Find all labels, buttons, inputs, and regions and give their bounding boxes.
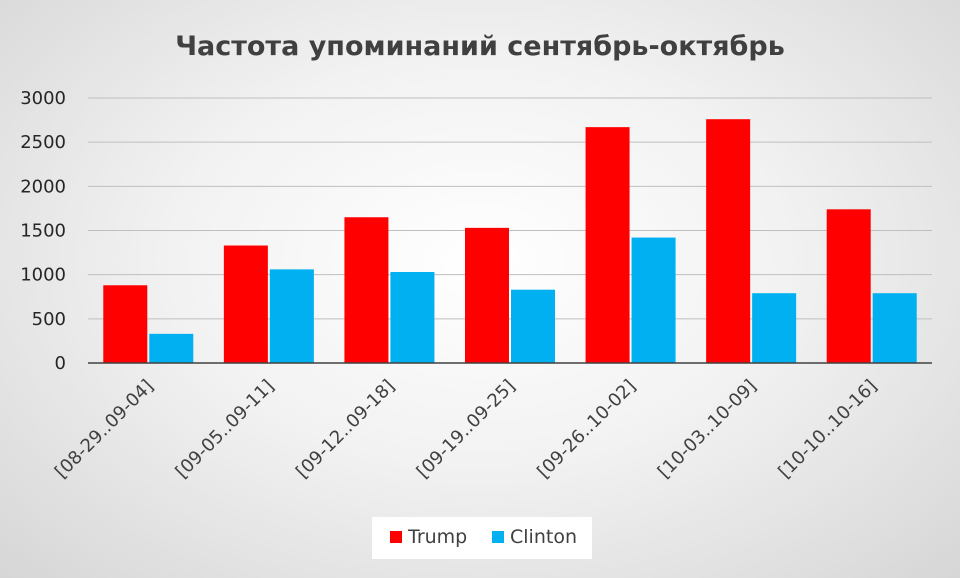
x-axis-ticks: [08-29..09-04] [09-05..09-11] [09-12..09-1… (51, 376, 881, 483)
bar-clinton-2 (390, 272, 435, 363)
x-tick-label: [10-10..10-16] (774, 376, 881, 483)
y-tick-label: 0 (55, 353, 66, 374)
bar-clinton-5 (752, 293, 797, 363)
legend: Trump Clinton (372, 517, 592, 559)
x-tick-label: [09-19..09-25] (413, 376, 520, 483)
y-tick-label: 2500 (20, 132, 66, 153)
legend-swatch-trump (390, 531, 402, 543)
x-tick-label: [08-29..09-04] (51, 376, 158, 483)
bar-clinton-3 (511, 289, 555, 363)
x-tick-label: [09-26..10-02] (533, 376, 640, 483)
grid-lines (88, 97, 932, 320)
legend-swatch-clinton (492, 531, 504, 543)
bar-trump-5 (706, 119, 751, 363)
bars (103, 119, 917, 364)
x-tick-label: [09-12..09-18] (292, 376, 399, 483)
legend-box (372, 517, 592, 559)
y-tick-label: 500 (32, 309, 66, 330)
bar-clinton-4 (631, 237, 676, 363)
legend-label-trump: Trump (407, 526, 467, 548)
y-axis-ticks: 0 500 1000 1500 2000 2500 3000 (20, 88, 66, 374)
bar-trump-2 (344, 217, 389, 363)
bar-trump-1 (223, 245, 268, 363)
bar-clinton-0 (149, 333, 194, 363)
x-tick-label: [09-05..09-11] (172, 376, 279, 483)
bar-trump-3 (465, 227, 509, 363)
y-tick-label: 2000 (20, 176, 66, 197)
legend-label-clinton: Clinton (510, 526, 577, 548)
bar-trump-4 (585, 127, 630, 364)
y-tick-label: 1000 (20, 265, 66, 286)
y-tick-label: 3000 (20, 88, 66, 109)
x-tick-label: [10-03..10-09] (654, 376, 761, 483)
bar-clinton-1 (269, 269, 314, 363)
bar-trump-6 (826, 209, 871, 363)
chart-title: Частота упоминаний сентябрь-октябрь (175, 31, 785, 62)
y-tick-label: 1500 (20, 221, 66, 242)
bar-trump-0 (103, 285, 148, 363)
bar-clinton-6 (872, 293, 917, 363)
